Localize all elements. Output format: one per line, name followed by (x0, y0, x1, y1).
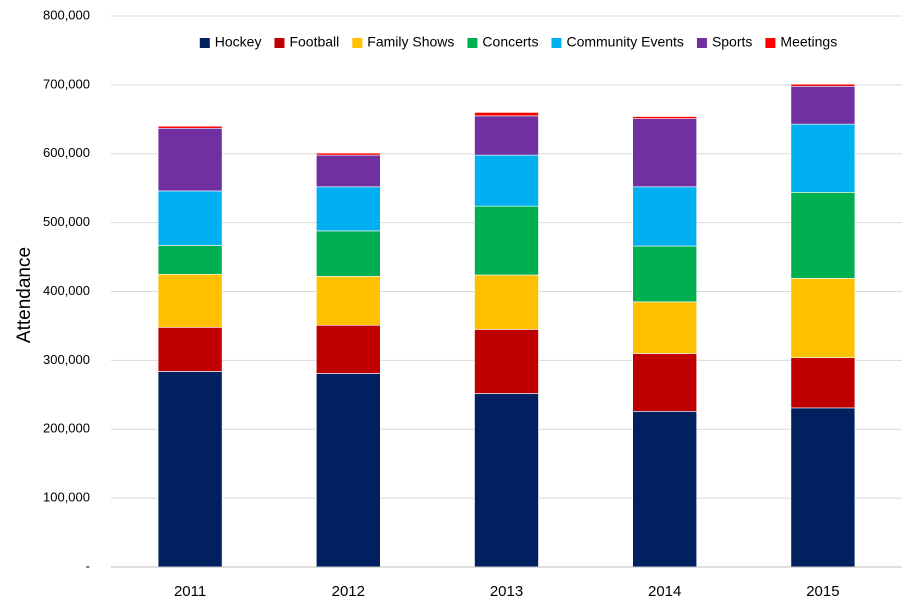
bar-segment (790, 83, 856, 87)
legend-label: Family Shows (367, 34, 454, 50)
y-tick-label: 500,000 (43, 214, 90, 229)
legend-item: Concerts (467, 34, 538, 50)
legend-label: Meetings (780, 34, 837, 50)
bar-segment (157, 127, 223, 192)
bar-stack-2014 (632, 116, 698, 568)
legend-item: Meetings (765, 34, 837, 50)
bar-segment (315, 186, 381, 232)
legend-item: Hockey (199, 34, 262, 50)
y-axis-ticks: - 100,000 200,000 300,000 400,000 500,000 600,… (43, 7, 90, 573)
y-tick-label: 600,000 (43, 145, 90, 160)
bar-stack-2012 (315, 152, 381, 568)
y-tick-label: 700,000 (43, 76, 90, 91)
y-tick-label: 800,000 (43, 7, 90, 22)
bar-segment (157, 125, 223, 129)
y-tick-label: - (86, 558, 90, 573)
bar-segment (474, 112, 539, 117)
bars (157, 83, 856, 568)
bar-segment (632, 186, 698, 247)
bar-segment (157, 273, 223, 328)
legend-swatch (551, 38, 562, 48)
bar-segment (315, 230, 381, 277)
bar-segment (632, 411, 698, 568)
bar-segment (632, 353, 698, 412)
bar-segment (315, 373, 381, 568)
bar-segment (474, 115, 539, 156)
x-axis-ticks: 2011 2012 2013 2014 2015 (174, 583, 840, 600)
legend-label: Sports (712, 34, 752, 50)
bar-segment (632, 301, 698, 354)
bar-stack-2015 (790, 83, 856, 568)
legend-label: Concerts (482, 34, 538, 50)
legend-swatch (467, 38, 478, 48)
bar-segment (315, 152, 381, 156)
bar-segment (315, 324, 381, 374)
x-tick-label: 2011 (174, 583, 206, 600)
bar-segment (790, 357, 856, 409)
bar-stack-2011 (157, 125, 223, 568)
bar-segment (790, 278, 856, 358)
legend-item: Football (274, 34, 339, 50)
legend-swatch (352, 38, 363, 48)
bar-stack-2013 (474, 112, 539, 568)
x-tick-label: 2014 (648, 583, 681, 600)
bar-segment (157, 327, 223, 372)
x-tick-label: 2015 (806, 583, 839, 600)
bar-segment (474, 274, 539, 330)
bar-segment (315, 276, 381, 326)
legend-swatch (199, 38, 210, 48)
bar-segment (632, 118, 698, 188)
bar-segment (474, 154, 539, 207)
bar-segment (790, 123, 856, 193)
bar-segment (790, 407, 856, 568)
bar-segment (790, 192, 856, 279)
legend-item: Sports (696, 34, 752, 50)
legend-swatch (765, 38, 776, 48)
legend: Hockey Football Family Shows Concerts Commun… (199, 34, 837, 50)
legend-label: Football (289, 34, 339, 50)
bar-segment (157, 371, 223, 568)
x-tick-label: 2012 (332, 583, 365, 600)
legend-item: Community Events (551, 34, 684, 50)
y-tick-label: 100,000 (43, 490, 90, 505)
y-axis-label: Attendance (14, 247, 35, 343)
y-tick-label: 400,000 (43, 283, 90, 298)
bar-segment (315, 154, 381, 188)
legend-swatch (696, 38, 707, 48)
legend-item: Family Shows (352, 34, 454, 50)
bar-segment (474, 205, 539, 276)
bar-segment (157, 245, 223, 275)
y-tick-label: 300,000 (43, 352, 90, 367)
bar-segment (632, 245, 698, 303)
legend-swatch (274, 38, 285, 48)
bar-segment (157, 190, 223, 246)
bar-segment (474, 329, 539, 394)
legend-label: Hockey (215, 34, 262, 50)
bar-segment (632, 116, 698, 119)
legend-label: Community Events (566, 34, 683, 50)
y-tick-label: 200,000 (43, 421, 90, 436)
bar-segment (790, 85, 856, 125)
bar-segment (474, 393, 539, 568)
x-tick-label: 2013 (490, 583, 523, 600)
